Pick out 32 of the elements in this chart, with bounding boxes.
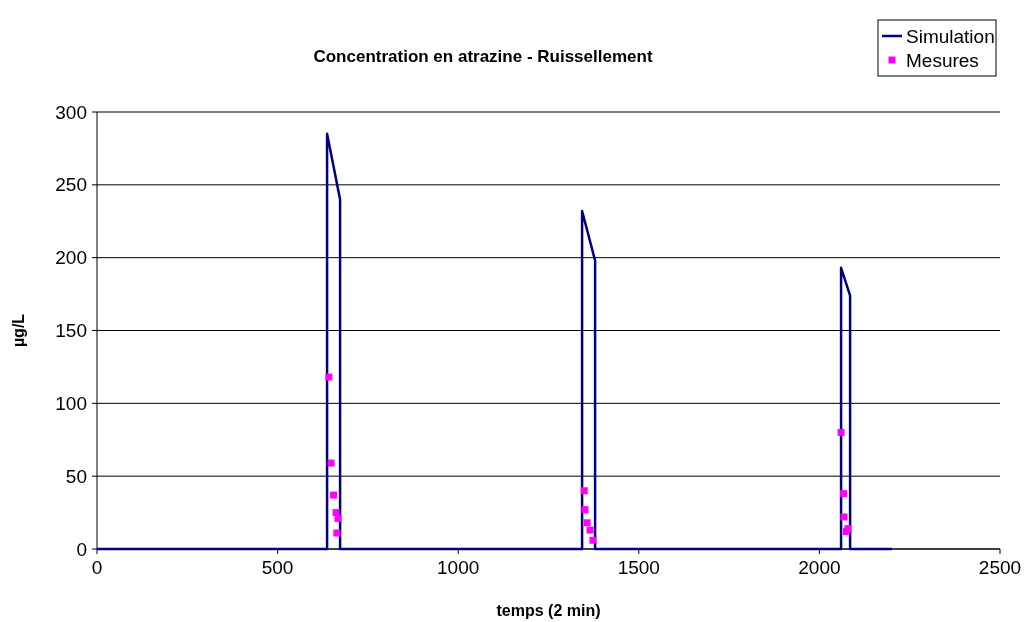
point bbox=[580, 487, 588, 495]
y-tick-label: 200 bbox=[55, 247, 87, 269]
legend-label: Mesures bbox=[906, 49, 979, 71]
y-axis-title: µg/L bbox=[10, 313, 27, 348]
point bbox=[586, 526, 594, 534]
x-axis-title: temps (2 min) bbox=[496, 602, 601, 619]
point bbox=[840, 490, 848, 498]
point bbox=[334, 514, 342, 522]
x-tick-label: 1500 bbox=[617, 557, 660, 578]
y-tick-label: 300 bbox=[55, 101, 87, 123]
x-tick-label: 2500 bbox=[978, 557, 1022, 578]
point bbox=[589, 536, 597, 544]
point bbox=[583, 519, 591, 527]
x-tick-label: 2000 bbox=[798, 557, 841, 578]
point bbox=[581, 506, 589, 514]
y-tick-label: 250 bbox=[55, 174, 87, 196]
point bbox=[325, 373, 333, 381]
y-tick-label: 150 bbox=[55, 320, 87, 342]
legend-label: Simulation bbox=[906, 25, 995, 47]
y-tick-label: 0 bbox=[76, 538, 87, 560]
line-series bbox=[95, 132, 894, 551]
point bbox=[330, 491, 338, 499]
y-tick-label: 50 bbox=[65, 465, 87, 487]
chart-title: Concentration en atrazine - Ruissellement bbox=[313, 47, 653, 66]
x-tick-label: 1000 bbox=[437, 557, 480, 578]
point bbox=[840, 513, 848, 521]
point bbox=[837, 428, 845, 436]
point bbox=[333, 529, 341, 537]
point bbox=[327, 459, 335, 467]
x-tick-label: 500 bbox=[261, 557, 294, 578]
y-tick-label: 100 bbox=[55, 392, 87, 414]
x-tick-label: 0 bbox=[91, 557, 103, 578]
